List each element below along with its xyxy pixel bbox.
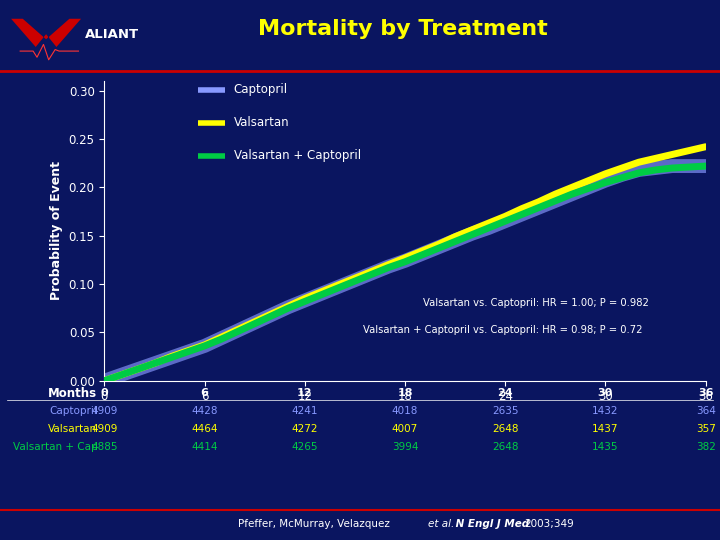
Text: 4007: 4007 — [392, 424, 418, 434]
Text: 24: 24 — [498, 388, 513, 398]
Polygon shape — [11, 19, 81, 47]
Text: 2648: 2648 — [492, 424, 518, 434]
Text: ALIANT: ALIANT — [85, 28, 139, 40]
Text: 30: 30 — [598, 388, 613, 398]
Text: Valsartan + Captopril vs. Captopril: HR = 0.98; P = 0.72: Valsartan + Captopril vs. Captopril: HR … — [363, 325, 642, 335]
Text: Valsartan: Valsartan — [234, 117, 289, 130]
Text: Captopril: Captopril — [234, 84, 288, 97]
Text: 1437: 1437 — [592, 424, 618, 434]
Text: Valsartan vs. Captopril: HR = 1.00; P = 0.982: Valsartan vs. Captopril: HR = 1.00; P = … — [423, 298, 649, 308]
Text: 4414: 4414 — [192, 442, 218, 452]
Text: Valsartan + Cap: Valsartan + Cap — [12, 442, 97, 452]
Text: 364: 364 — [696, 407, 716, 416]
Text: Captopril: Captopril — [50, 407, 97, 416]
Text: Valsartan: Valsartan — [48, 424, 97, 434]
Text: 4885: 4885 — [91, 442, 117, 452]
Text: 18: 18 — [397, 388, 413, 398]
Text: 1432: 1432 — [592, 407, 618, 416]
Text: 4265: 4265 — [292, 442, 318, 452]
Text: 4241: 4241 — [292, 407, 318, 416]
Text: Mortality by Treatment: Mortality by Treatment — [258, 19, 548, 39]
Text: 4464: 4464 — [192, 424, 218, 434]
Text: N Engl J Med: N Engl J Med — [452, 519, 529, 529]
Text: 2003;349: 2003;349 — [524, 519, 574, 529]
Text: Months: Months — [48, 387, 97, 400]
Text: 357: 357 — [696, 424, 716, 434]
Text: et al.: et al. — [428, 519, 454, 529]
Text: 0: 0 — [101, 388, 108, 398]
Text: 4428: 4428 — [192, 407, 218, 416]
Text: 12: 12 — [297, 388, 312, 398]
Text: 4909: 4909 — [91, 424, 117, 434]
Y-axis label: Probability of Event: Probability of Event — [50, 161, 63, 300]
Text: 1435: 1435 — [592, 442, 618, 452]
Text: 2635: 2635 — [492, 407, 518, 416]
Text: 382: 382 — [696, 442, 716, 452]
Text: 36: 36 — [698, 388, 714, 398]
Text: Pfeffer, McMurray, Velazquez: Pfeffer, McMurray, Velazquez — [238, 519, 390, 529]
Text: 4272: 4272 — [292, 424, 318, 434]
Text: Valsartan + Captopril: Valsartan + Captopril — [234, 150, 361, 163]
Text: 2648: 2648 — [492, 442, 518, 452]
Text: 4909: 4909 — [91, 407, 117, 416]
Text: 3994: 3994 — [392, 442, 418, 452]
Text: 4018: 4018 — [392, 407, 418, 416]
Text: 6: 6 — [201, 388, 209, 398]
